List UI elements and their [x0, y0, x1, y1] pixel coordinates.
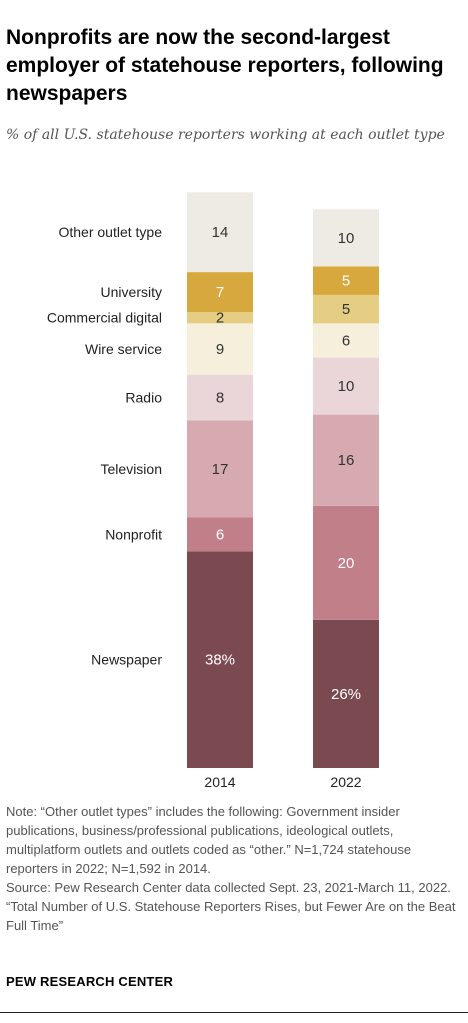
category-label-newspaper: Newspaper — [91, 652, 162, 668]
notes-block: Note: “Other outlet types” includes the … — [6, 802, 464, 935]
value-label-wire-service-2022: 6 — [342, 333, 350, 350]
value-label-university-2014: 7 — [216, 284, 224, 301]
value-label-other-outlet-type-2014: 14 — [212, 224, 229, 241]
bar-segment-newspaper-2014 — [187, 551, 253, 768]
source-text: Source: Pew Research Center data collect… — [6, 880, 451, 895]
bar-segment-wire-service-2014 — [187, 323, 253, 375]
category-label-university: University — [101, 284, 162, 300]
bar-segment-university-2014 — [187, 272, 253, 312]
bar-segment-wire-service-2022 — [313, 323, 379, 358]
category-label-television: Television — [101, 461, 162, 477]
category-label-radio: Radio — [125, 390, 162, 406]
value-label-commercial-digital-2014: 2 — [216, 310, 224, 327]
x-tick-label-2022: 2022 — [330, 774, 361, 790]
bar-segment-radio-2022 — [313, 357, 379, 415]
category-label-nonprofit: Nonprofit — [105, 526, 162, 542]
stacked-bar-chart: 38% Newspaper 6 Nonprofit 17 Television 8 Radio… — [47, 192, 379, 790]
category-label-other-outlet-type: Other outlet type — [58, 224, 162, 240]
value-label-television-2022: 16 — [338, 452, 355, 469]
category-label-wire-service: Wire service — [85, 341, 162, 357]
value-label-radio-2014: 8 — [216, 390, 224, 407]
value-label-university-2022: 5 — [342, 273, 350, 290]
bar-segment-commercial-digital-2022 — [313, 294, 379, 324]
bar-segment-radio-2014 — [187, 374, 253, 421]
chart-title: Nonprofits are now the second-largest em… — [6, 26, 444, 105]
bar-segment-television-2022 — [313, 414, 379, 506]
pew-research-center-logo: PEW RESEARCH CENTER — [6, 974, 174, 989]
value-label-nonprofit-2022: 20 — [338, 555, 355, 572]
bar-segment-university-2022 — [313, 266, 379, 295]
x-tick-label-2014: 2014 — [204, 774, 235, 790]
bar-segment-other-outlet-type-2014 — [187, 192, 253, 273]
bottom-rule — [0, 1012, 468, 1013]
bar-segment-television-2014 — [187, 420, 253, 518]
value-label-commercial-digital-2022: 5 — [342, 301, 350, 318]
value-label-newspaper-2014: 38% — [205, 652, 235, 669]
value-label-radio-2022: 10 — [338, 378, 355, 395]
note-text: Note: “Other outlet types” includes the … — [6, 804, 412, 876]
category-label-commercial-digital: Commercial digital — [47, 310, 162, 326]
bar-segment-nonprofit-2022 — [313, 505, 379, 620]
chart-subtitle: % of all U.S. statehouse reporters worki… — [6, 127, 445, 143]
value-label-other-outlet-type-2022: 10 — [338, 230, 355, 247]
value-label-newspaper-2022: 26% — [331, 686, 361, 703]
bar-segment-nonprofit-2014 — [187, 517, 253, 552]
bar-segment-commercial-digital-2014 — [187, 312, 253, 324]
report-title-text: “Total Number of U.S. Statehouse Reporte… — [6, 899, 456, 933]
value-label-wire-service-2014: 9 — [216, 341, 224, 358]
value-label-television-2014: 17 — [212, 461, 229, 478]
value-label-nonprofit-2014: 6 — [216, 526, 224, 543]
bar-segment-newspaper-2022 — [313, 619, 379, 768]
bar-segment-other-outlet-type-2022 — [313, 209, 379, 267]
